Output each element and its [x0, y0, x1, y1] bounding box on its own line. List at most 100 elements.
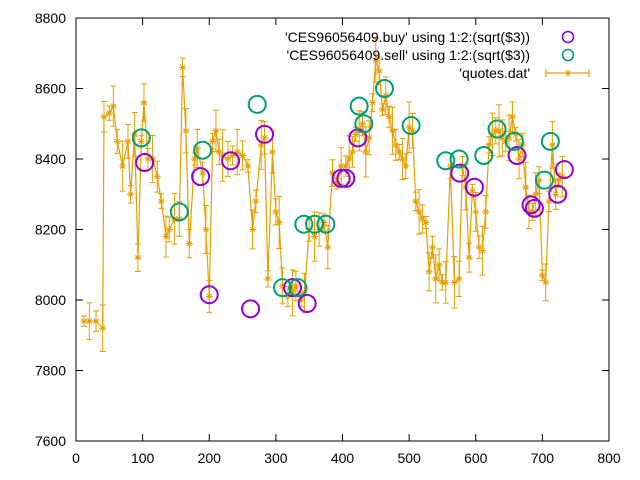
quotes-point	[515, 155, 523, 163]
quotes-point	[219, 151, 227, 159]
quotes-point	[395, 148, 403, 156]
y-tick-label: 8400	[35, 151, 66, 167]
quotes-point	[99, 324, 107, 332]
quotes-point	[272, 208, 280, 216]
buy-point	[221, 151, 241, 171]
quotes-point	[528, 208, 536, 216]
sell-point	[401, 116, 421, 136]
quotes-point	[284, 292, 292, 300]
buy-point	[199, 285, 219, 305]
quotes-point	[548, 141, 556, 149]
quotes-point	[239, 151, 247, 159]
quotes-point	[545, 197, 553, 205]
quotes-point	[392, 141, 400, 149]
quotes-point	[352, 130, 360, 138]
sell-point	[374, 79, 394, 98]
quotes-point	[512, 130, 520, 138]
legend-label: 'quotes.dat'	[459, 65, 530, 81]
quotes-point	[199, 169, 207, 177]
buy-point	[507, 145, 527, 165]
y-tick-label: 8800	[35, 10, 66, 26]
quotes-point	[348, 148, 356, 156]
legend-label: 'CES96056409.sell' using 1:2:(sqrt($3))	[287, 47, 530, 63]
sell-point	[504, 131, 524, 151]
buy-point	[297, 294, 317, 314]
buy-point	[191, 167, 211, 187]
quotes-point	[382, 92, 390, 100]
quotes-point	[368, 99, 376, 107]
quotes-point	[425, 268, 433, 276]
sell-point	[349, 96, 369, 116]
quotes-point	[212, 127, 220, 135]
quotes-point	[372, 56, 380, 64]
buy-point	[548, 184, 568, 204]
y-tick-label: 8000	[35, 292, 66, 308]
quotes-point	[508, 113, 516, 121]
x-tick-label: 100	[131, 450, 155, 466]
quotes-point	[415, 208, 423, 216]
quotes-point	[249, 226, 257, 233]
legend: 'CES96056409.buy' using 1:2:(sqrt($3)) 'C…	[285, 29, 590, 81]
legend-marker	[564, 69, 572, 77]
legend-marker	[561, 48, 575, 62]
quotes-point	[495, 127, 503, 135]
quotes-point	[538, 271, 546, 279]
quotes-point	[478, 247, 486, 255]
x-tick-label: 0	[72, 450, 80, 466]
sell-point	[316, 214, 336, 234]
quotes-point	[205, 292, 213, 300]
quotes-point	[362, 148, 370, 156]
quotes-point	[244, 162, 252, 170]
quotes-point	[279, 282, 287, 290]
sell-point	[540, 131, 560, 151]
quotes-point	[275, 218, 283, 226]
quotes-point	[455, 275, 463, 283]
quotes-point	[342, 162, 350, 170]
quotes-point	[450, 278, 458, 286]
quotes-point	[193, 144, 201, 152]
quotes-point	[432, 275, 440, 283]
quotes-point	[311, 233, 319, 241]
quotes-point	[522, 183, 530, 191]
quotes-point	[468, 187, 476, 195]
quotes-point	[153, 173, 161, 181]
sell-point	[131, 128, 151, 148]
quotes-point	[482, 208, 490, 216]
quotes-point	[162, 233, 170, 241]
buy-point	[450, 163, 470, 183]
quotes-point	[137, 137, 145, 145]
quotes-point	[558, 173, 566, 181]
quotes-point	[555, 176, 563, 184]
sell-point	[474, 145, 494, 165]
quotes-point	[85, 317, 93, 325]
quotes-point	[261, 134, 269, 142]
quotes-point	[442, 278, 450, 286]
buy-point	[554, 160, 574, 180]
quotes-point	[324, 243, 332, 251]
quotes-point	[105, 109, 113, 117]
sell-point	[534, 170, 554, 190]
sell-point	[247, 94, 267, 114]
quotes-point	[252, 197, 260, 205]
quotes-point	[292, 282, 300, 290]
quotes-point	[378, 106, 386, 114]
buy-point	[336, 168, 356, 188]
quotes-point	[329, 169, 337, 177]
quotes-point	[422, 218, 430, 226]
sell-point	[305, 214, 325, 234]
quotes-point	[446, 162, 454, 170]
quotes-point	[402, 162, 410, 170]
quotes-point	[385, 113, 393, 121]
sell-point	[193, 140, 213, 160]
quotes-point	[157, 197, 165, 205]
buy-point	[521, 195, 541, 215]
quotes-point	[365, 134, 373, 142]
quotes-point	[182, 127, 190, 135]
quotes-point	[191, 155, 199, 163]
y-tick-label: 7600	[35, 433, 66, 449]
sell-point	[273, 278, 293, 298]
sell-point	[288, 278, 308, 298]
sell-points	[131, 79, 560, 298]
quotes-point	[100, 113, 108, 121]
